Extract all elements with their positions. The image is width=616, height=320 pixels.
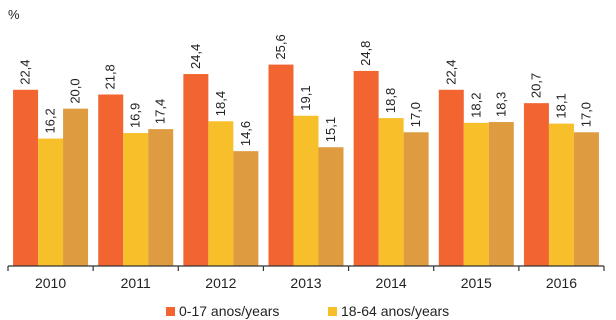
value-label-2012-series-2: 18,4 bbox=[213, 91, 228, 116]
bar-2010-series-3 bbox=[63, 108, 89, 266]
bar-2013-series-2 bbox=[293, 115, 319, 266]
bar-2010-series-1 bbox=[13, 89, 39, 266]
bar-2012-series-3 bbox=[233, 151, 259, 266]
legend: 0-17 anos/years 18-64 anos/years bbox=[166, 303, 449, 319]
bar-2013-series-1 bbox=[268, 64, 294, 266]
value-label-2010-series-3: 20,0 bbox=[68, 78, 83, 103]
value-label-2011-series-3: 17,4 bbox=[153, 99, 168, 124]
bar-2015-series-3 bbox=[488, 122, 514, 266]
legend-swatch-series-2 bbox=[328, 307, 337, 316]
y-unit-label: % bbox=[8, 7, 20, 22]
bar-2012-series-2 bbox=[208, 121, 234, 266]
bar-2013-series-3 bbox=[318, 147, 344, 266]
value-label-2014-series-1: 24,8 bbox=[358, 41, 373, 66]
bar-2016-series-2 bbox=[548, 123, 574, 266]
value-label-2013-series-2: 19,1 bbox=[298, 85, 313, 110]
x-tick-label-2010: 2010 bbox=[35, 275, 66, 291]
value-label-2011-series-1: 21,8 bbox=[103, 64, 118, 89]
value-label-2010-series-1: 22,4 bbox=[18, 59, 33, 84]
bar-2014-series-2 bbox=[378, 118, 404, 266]
bar-2016-series-3 bbox=[573, 132, 599, 266]
x-tick-labels-group: 2010 2011 2012 2013 2014 2015 2016 bbox=[35, 275, 577, 291]
value-label-2012-series-1: 24,4 bbox=[188, 44, 203, 69]
bars-group bbox=[13, 64, 599, 266]
bar-2015-series-2 bbox=[463, 122, 489, 266]
x-tick-label-2016: 2016 bbox=[546, 275, 577, 291]
value-label-2014-series-2: 18,8 bbox=[383, 88, 398, 113]
x-tick-label-2014: 2014 bbox=[376, 275, 407, 291]
bar-2010-series-2 bbox=[38, 138, 64, 266]
x-tick-label-2015: 2015 bbox=[461, 275, 492, 291]
value-label-2013-series-3: 15,1 bbox=[323, 117, 338, 142]
bar-2014-series-3 bbox=[403, 132, 429, 266]
legend-label-series-2: 18-64 anos/years bbox=[341, 303, 449, 319]
bar-2011-series-3 bbox=[148, 129, 174, 266]
value-label-2014-series-3: 17,0 bbox=[408, 102, 423, 127]
x-ticks-group bbox=[7, 266, 605, 271]
value-label-2015-series-1: 22,4 bbox=[443, 59, 458, 84]
value-label-2016-series-3: 17,0 bbox=[578, 102, 593, 127]
value-labels-group: 22,4 16,2 20,0 21,8 16,9 17,4 24,4 18,4 14,6 25,6… bbox=[18, 34, 594, 146]
x-tick-label-2012: 2012 bbox=[205, 275, 236, 291]
bar-2014-series-1 bbox=[353, 70, 379, 266]
value-label-2016-series-2: 18,1 bbox=[553, 93, 568, 118]
value-label-2013-series-1: 25,6 bbox=[273, 34, 288, 59]
bar-2011-series-1 bbox=[98, 94, 124, 266]
x-tick-label-2013: 2013 bbox=[290, 275, 321, 291]
x-tick-label-2011: 2011 bbox=[121, 275, 151, 291]
bar-2012-series-1 bbox=[183, 74, 209, 266]
bar-2015-series-1 bbox=[438, 89, 464, 266]
legend-swatch-series-1 bbox=[166, 307, 175, 316]
legend-label-series-1: 0-17 anos/years bbox=[179, 303, 279, 319]
bar-2011-series-2 bbox=[123, 133, 149, 266]
value-label-2015-series-2: 18,2 bbox=[468, 93, 483, 118]
value-label-2012-series-3: 14,6 bbox=[238, 121, 253, 146]
value-label-2015-series-3: 18,3 bbox=[493, 92, 508, 117]
value-label-2016-series-1: 20,7 bbox=[528, 73, 543, 98]
value-label-2011-series-2: 16,9 bbox=[128, 103, 143, 128]
value-label-2010-series-2: 16,2 bbox=[43, 108, 58, 133]
bar-2016-series-1 bbox=[523, 103, 549, 266]
